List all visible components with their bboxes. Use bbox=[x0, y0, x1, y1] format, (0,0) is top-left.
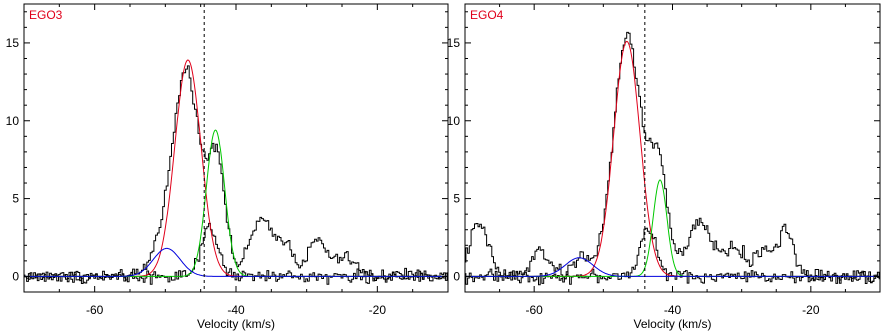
gaussian-fit-line bbox=[24, 59, 448, 277]
gaussian-fit-line bbox=[24, 129, 448, 277]
x-tick-label: -20 bbox=[369, 303, 387, 317]
y-tick-label: 15 bbox=[6, 36, 20, 50]
plot-frame bbox=[464, 3, 881, 293]
x-tick-label: -60 bbox=[525, 303, 543, 317]
observed-spectrum bbox=[465, 31, 880, 284]
plot-area bbox=[465, 31, 880, 286]
y-tick-label: 5 bbox=[453, 192, 460, 206]
y-tick-label: 15 bbox=[447, 36, 461, 50]
gaussian-fit-line bbox=[24, 247, 448, 277]
gaussian-fit-line bbox=[465, 40, 880, 277]
y-tick-label: 10 bbox=[447, 114, 461, 128]
x-tick-label: -40 bbox=[227, 303, 245, 317]
y-tick-label: 0 bbox=[12, 269, 19, 283]
y-tick-label: 10 bbox=[6, 114, 20, 128]
x-axis-label: Velocity (km/s) bbox=[197, 317, 275, 331]
panel-ego4: -60 -40 -20 0 5 10 15 Velocity (km/s) EGO4 bbox=[447, 3, 881, 331]
panel-label: EGO3 bbox=[29, 8, 63, 22]
observed-spectrum bbox=[24, 65, 448, 284]
x-tick-label: -60 bbox=[86, 303, 104, 317]
panel-label: EGO4 bbox=[470, 8, 504, 22]
x-tick-label: -40 bbox=[664, 303, 682, 317]
x-tick-label: -20 bbox=[802, 303, 820, 317]
x-axis-label: Velocity (km/s) bbox=[633, 317, 711, 331]
gaussian-fit-line bbox=[465, 179, 880, 277]
panel-ego3: -60 -40 -20 0 5 10 15 Velocity (km/s) EGO3 bbox=[6, 3, 449, 331]
plot-frame bbox=[23, 3, 449, 293]
y-tick-label: 5 bbox=[12, 192, 19, 206]
plot-area bbox=[24, 59, 448, 285]
y-tick-label: 0 bbox=[453, 269, 460, 283]
gaussian-fit-line bbox=[465, 257, 880, 277]
